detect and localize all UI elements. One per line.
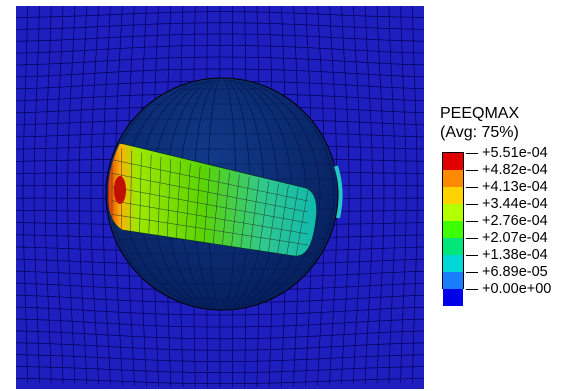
strain-band-mesh xyxy=(111,146,309,257)
legend-swatch xyxy=(443,272,463,289)
fe-mesh-plot xyxy=(16,6,424,389)
legend-title: PEEQMAX xyxy=(440,105,520,122)
legend-subtitle: (Avg: 75%) xyxy=(440,124,519,141)
legend-label: +2.76e-04 xyxy=(466,214,551,231)
contour-legend: PEEQMAX (Avg: 75%) +5.51e-04 +4.82e-04 +4.… xyxy=(440,104,570,306)
legend-swatch xyxy=(443,204,463,221)
legend-swatch xyxy=(443,187,463,204)
right-edge-strain xyxy=(334,165,343,219)
legend-body: +5.51e-04 +4.82e-04 +4.13e-04 +3.44e-04 +2.7… xyxy=(440,146,570,306)
legend-label: +6.89e-05 xyxy=(466,265,551,282)
legend-label: +0.00e+00 xyxy=(466,282,551,299)
legend-label: +5.51e-04 xyxy=(466,146,551,163)
legend-swatch xyxy=(443,221,463,238)
legend-label: +3.44e-04 xyxy=(466,197,551,214)
legend-swatch xyxy=(443,255,463,272)
fe-model-viewport[interactable] xyxy=(16,6,424,389)
legend-swatch xyxy=(443,153,463,170)
legend-swatch xyxy=(443,170,463,187)
legend-label: +2.07e-04 xyxy=(466,231,551,248)
legend-swatch xyxy=(443,289,463,306)
legend-swatch xyxy=(443,238,463,255)
legend-label: +4.13e-04 xyxy=(466,180,551,197)
legend-color-bar xyxy=(442,152,464,306)
legend-label: +1.38e-04 xyxy=(466,248,551,265)
legend-labels: +5.51e-04 +4.82e-04 +4.13e-04 +3.44e-04 +2.7… xyxy=(466,146,551,299)
legend-label: +4.82e-04 xyxy=(466,163,551,180)
strain-hotspot xyxy=(114,176,126,204)
